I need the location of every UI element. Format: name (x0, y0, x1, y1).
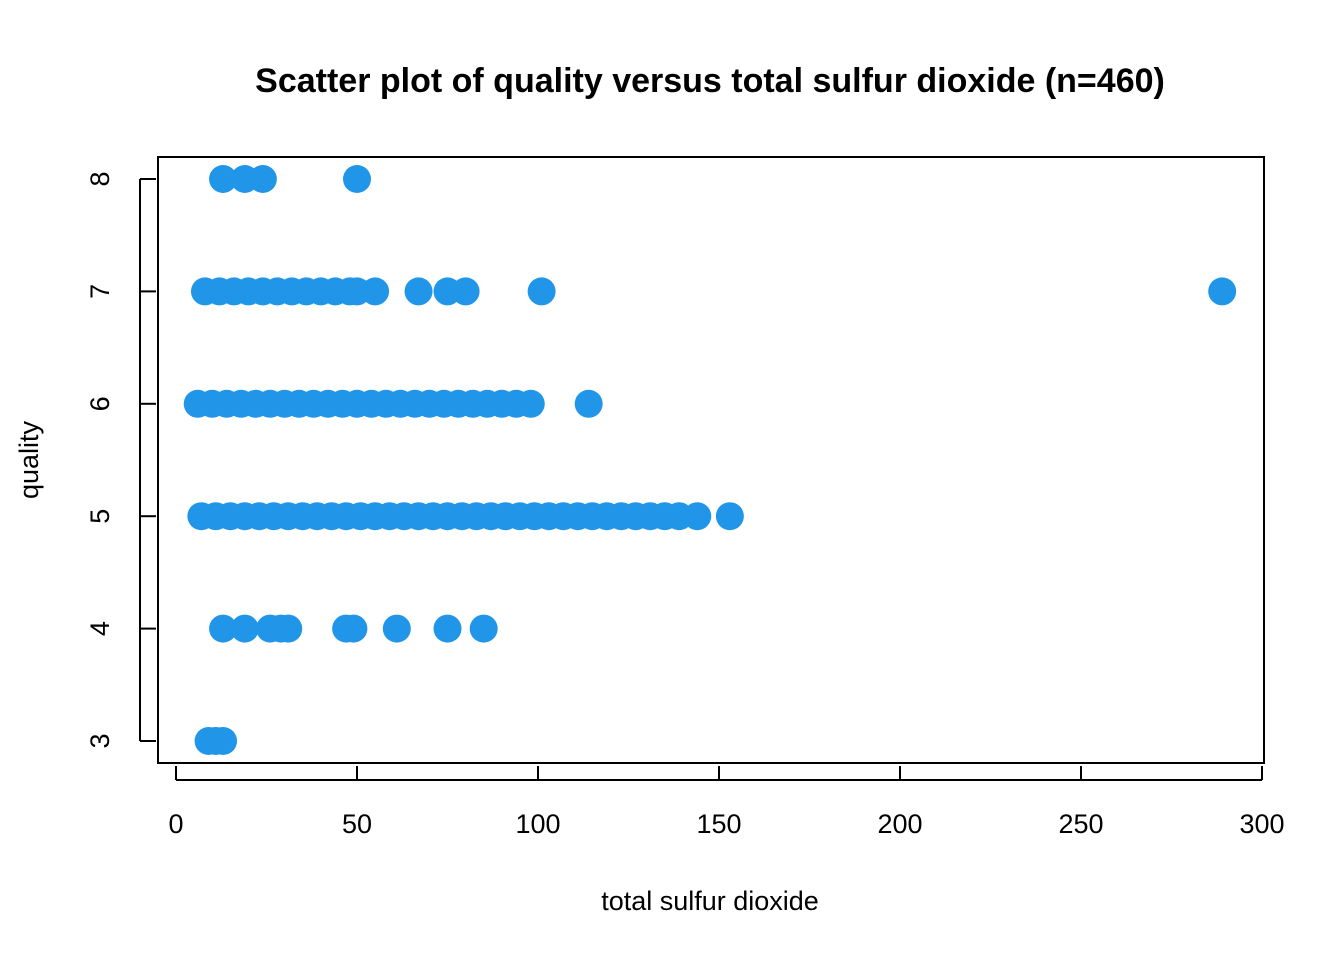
x-tick-label: 50 (342, 809, 372, 839)
y-axis-label: quality (14, 420, 44, 499)
data-point (1208, 277, 1237, 306)
data-point (274, 614, 303, 643)
x-tick-label: 250 (1058, 809, 1103, 839)
data-point (343, 165, 371, 193)
data-point (209, 165, 238, 193)
data-point (451, 277, 480, 306)
data-point (715, 502, 744, 531)
x-tick-label: 100 (515, 809, 560, 839)
chart-title: Scatter plot of quality versus total sul… (255, 62, 1165, 100)
x-tick-label: 200 (877, 809, 922, 839)
data-point (361, 277, 390, 306)
y-tick-label: 3 (85, 733, 115, 748)
y-tick-label: 8 (85, 171, 115, 186)
data-point (516, 389, 545, 418)
data-point (574, 389, 603, 418)
data-point (248, 165, 277, 193)
data-point (382, 614, 411, 643)
plot-frame (157, 156, 1265, 764)
data-point (433, 614, 462, 643)
y-tick-label: 7 (85, 284, 115, 299)
x-axis: 0 50 100 150 200 250 300 (168, 766, 1285, 839)
data-point (469, 614, 498, 643)
x-tick-label: 150 (696, 809, 741, 839)
x-tick-label: 0 (168, 809, 183, 839)
y-tick-label: 4 (85, 621, 115, 636)
y-tick-label: 5 (85, 509, 115, 524)
data-point (209, 727, 238, 755)
y-tick-label: 6 (85, 396, 115, 411)
data-point (230, 614, 259, 643)
data-point (683, 502, 712, 531)
points-layer (183, 165, 1237, 755)
y-axis: 3 4 5 6 7 8 (85, 171, 156, 749)
data-point (209, 614, 238, 643)
data-point (339, 614, 368, 643)
x-axis-label: total sulfur dioxide (601, 886, 819, 916)
data-point (527, 277, 556, 306)
data-point (404, 277, 433, 306)
x-tick-label: 300 (1239, 809, 1284, 839)
